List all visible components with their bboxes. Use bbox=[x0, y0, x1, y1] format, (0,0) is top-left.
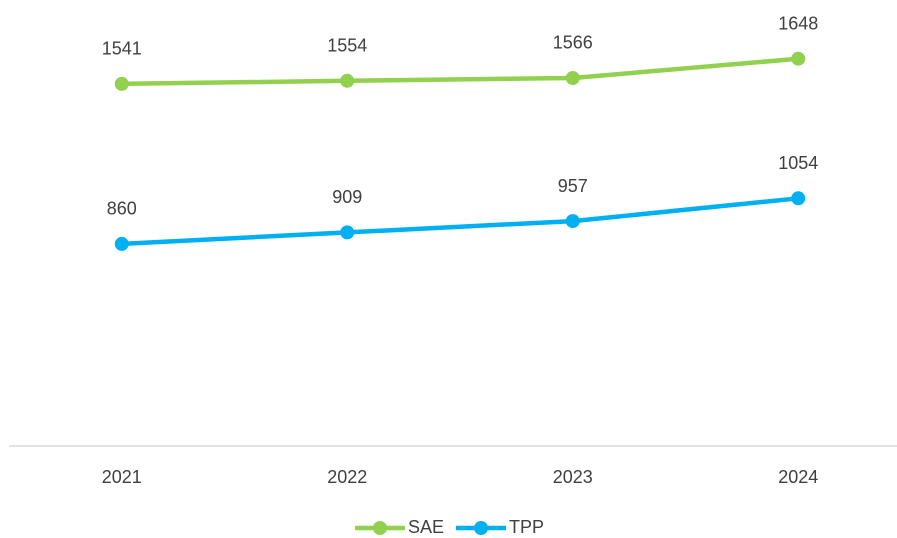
x-tick-label: 2024 bbox=[778, 467, 818, 487]
marker bbox=[340, 73, 355, 88]
series-line bbox=[119, 56, 801, 87]
legend-marker bbox=[474, 521, 489, 535]
data-label: 1648 bbox=[778, 13, 818, 33]
legend-marker bbox=[373, 521, 387, 535]
x-tick-label: 2022 bbox=[327, 467, 367, 487]
series-line bbox=[119, 196, 801, 247]
marker bbox=[791, 191, 806, 206]
data-label: 1541 bbox=[102, 39, 142, 59]
x-tick-label: 2021 bbox=[102, 467, 142, 487]
data-label: 957 bbox=[558, 176, 588, 196]
marker bbox=[565, 70, 580, 85]
data-label: 1054 bbox=[778, 153, 818, 173]
marker bbox=[791, 51, 806, 66]
data-label: 860 bbox=[107, 199, 137, 219]
legend-label: SAE bbox=[408, 517, 444, 537]
data-label: 1554 bbox=[327, 36, 367, 56]
data-label: 909 bbox=[332, 187, 362, 207]
data-label: 1566 bbox=[553, 33, 593, 53]
marker bbox=[565, 214, 580, 229]
x-tick-label: 2023 bbox=[553, 467, 593, 487]
marker bbox=[114, 76, 129, 91]
legend-label: TPP bbox=[509, 517, 544, 537]
marker bbox=[114, 236, 129, 251]
marker bbox=[340, 225, 355, 240]
